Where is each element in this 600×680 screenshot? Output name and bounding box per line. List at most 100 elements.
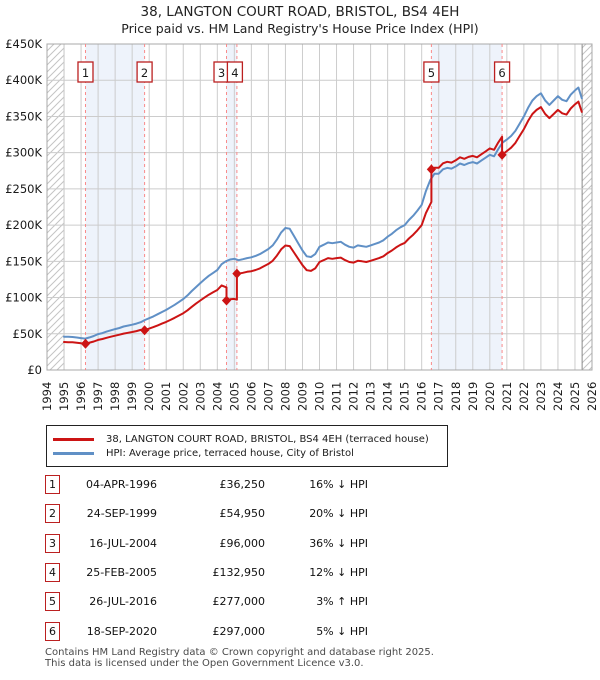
sale-label-box: [77, 61, 94, 83]
x-tick-label: 2025: [568, 382, 582, 411]
x-tick-label: 2026: [585, 382, 599, 411]
sale-label-box: [226, 61, 244, 83]
sale-date: 04-APR-1996: [85, 478, 157, 492]
legend-row-property: 38, LANGTON COURT ROAD, BRISTOL, BS4 4EH…: [53, 434, 447, 445]
x-tick-label: 2020: [483, 382, 497, 411]
y-axis-ticks: £0 £50K £100K £150K £200K £250K £300K £350K £400…: [5, 37, 42, 377]
sale-marker-diamond: [232, 268, 242, 279]
sale-label-box: [493, 61, 511, 83]
x-tick-label: 2006: [244, 382, 258, 411]
legend-label-hpi: HPI: Average price, terraced house, City…: [106, 447, 354, 459]
y-tick-label: £150K: [5, 254, 42, 268]
x-tick-label: 2005: [227, 382, 241, 411]
x-tick-label: 2024: [551, 382, 565, 411]
sale-hpi-delta: 5% ↓ HPI: [316, 624, 368, 638]
sale-hpi-delta: 3% ↑ HPI: [316, 595, 368, 609]
x-tick-label: 2015: [398, 382, 412, 411]
y-tick-label: £300K: [5, 146, 42, 160]
sale-label-number: 2: [141, 66, 148, 80]
x-tick-label: 2023: [534, 382, 548, 411]
x-tick-label: 2011: [330, 382, 344, 411]
sale-date-lines: [84, 44, 503, 370]
sale-date: 24-SEP-1999: [86, 507, 157, 521]
y-tick-label: £200K: [5, 218, 42, 232]
sale-marker-diamond: [426, 164, 436, 175]
y-tick-label: £0: [27, 363, 42, 377]
property-line-swatch: [53, 437, 94, 441]
sale-number-badge: 3: [45, 533, 60, 553]
x-tick-label: 2001: [159, 382, 173, 411]
x-tick-label: 2004: [210, 382, 224, 411]
x-tick-label: 2021: [500, 382, 514, 411]
x-tick-label: 2022: [517, 382, 531, 411]
x-tick-label: 2010: [313, 382, 327, 411]
plot-border: [46, 43, 593, 371]
sale-price: £277,000: [212, 595, 266, 609]
x-tick-label: 2012: [347, 382, 361, 411]
property-line: [63, 100, 583, 345]
sale-label-number: 1: [82, 66, 89, 80]
sale-number-badge: 1: [45, 475, 60, 495]
legend-label-property: 38, LANGTON COURT ROAD, BRISTOL, BS4 4EH…: [106, 433, 429, 445]
sale-price: £297,000: [212, 624, 266, 638]
price-history-chart: £0 £50K £100K £150K £200K £250K £300K £350K £400…: [5, 37, 599, 411]
sale-label-number: 4: [231, 66, 238, 80]
sale-price: £36,250: [219, 478, 266, 492]
x-tick-label: 2003: [193, 382, 207, 411]
license-footer-line2: This data is licensed under the Open Gov…: [45, 657, 364, 669]
license-footer-line1: Contains HM Land Registry data © Crown c…: [45, 647, 434, 658]
x-tick-label: 2009: [295, 382, 309, 411]
sale-label-box: [136, 61, 153, 83]
ownership-bands: [85, 44, 503, 370]
y-tick-label: £100K: [5, 291, 42, 305]
sale-price: £132,950: [212, 566, 266, 580]
page-title: 38, LANGTON COURT ROAD, BRISTOL, BS4 4EH: [140, 4, 460, 20]
y-tick-label: £400K: [5, 73, 42, 87]
sale-number-badge: 2: [45, 504, 60, 524]
sales-table: 1 04-APR-1996 £36,250 16% ↓ HPI 2 24-SEP…: [45, 470, 368, 646]
chart-legend: 38, LANGTON COURT ROAD, BRISTOL, BS4 4EH…: [46, 425, 448, 467]
x-tick-label: 1995: [57, 382, 71, 411]
hpi-line-swatch: [53, 451, 94, 455]
sale-markers: [80, 149, 507, 349]
y-tick-label: £350K: [5, 109, 42, 123]
sale-label-number: 3: [218, 66, 225, 80]
sale-date: 16-JUL-2004: [89, 536, 157, 550]
sale-hpi-delta: 12% ↓ HPI: [309, 566, 368, 580]
sale-hpi-delta: 16% ↓ HPI: [309, 478, 368, 492]
sale-number-badge: 4: [45, 563, 60, 583]
page-subtitle: Price paid vs. HM Land Registry's House …: [121, 21, 479, 36]
sale-marker-diamond: [139, 325, 150, 336]
x-tick-label: 2016: [415, 382, 429, 411]
license-footer: Contains HM Land Registry data © Crown c…: [45, 647, 434, 669]
sale-label-number: 6: [498, 66, 505, 80]
y-tick-label: £50K: [13, 327, 43, 341]
legend-row-hpi: HPI: Average price, terraced house, City…: [53, 448, 447, 459]
y-tick-label: £250K: [5, 182, 42, 196]
sale-label-number: 5: [428, 66, 435, 80]
x-tick-label: 2013: [364, 382, 378, 411]
sale-marker-diamond: [497, 149, 507, 160]
hpi-line: [63, 86, 583, 340]
x-axis-ticks: 1994 1995 1996 1997 1998 1999 2000 2001 2002 2003…: [40, 382, 599, 411]
x-tick-label: 2019: [466, 382, 480, 411]
x-tick-label: 2017: [432, 382, 446, 411]
sale-hpi-delta: 20% ↓ HPI: [309, 507, 368, 521]
x-tick-label: 1999: [125, 382, 139, 411]
sale-number-badge: 5: [45, 592, 60, 612]
sale-number-badge: 6: [45, 621, 60, 641]
x-tick-label: 2000: [142, 382, 156, 411]
y-tick-label: £450K: [5, 37, 42, 51]
sale-price: £54,950: [219, 507, 266, 521]
sale-date: 18-SEP-2020: [86, 624, 157, 638]
x-tick-label: 2002: [176, 382, 190, 411]
x-tick-label: 2008: [278, 382, 292, 411]
sale-date: 25-FEB-2005: [86, 566, 157, 580]
x-tick-label: 1997: [91, 382, 105, 411]
sale-price: £96,000: [219, 536, 266, 550]
sale-marker-diamond: [80, 338, 91, 349]
x-tick-label: 2014: [381, 382, 395, 411]
x-tick-label: 2007: [261, 382, 275, 411]
sale-marker-diamond: [221, 295, 232, 306]
